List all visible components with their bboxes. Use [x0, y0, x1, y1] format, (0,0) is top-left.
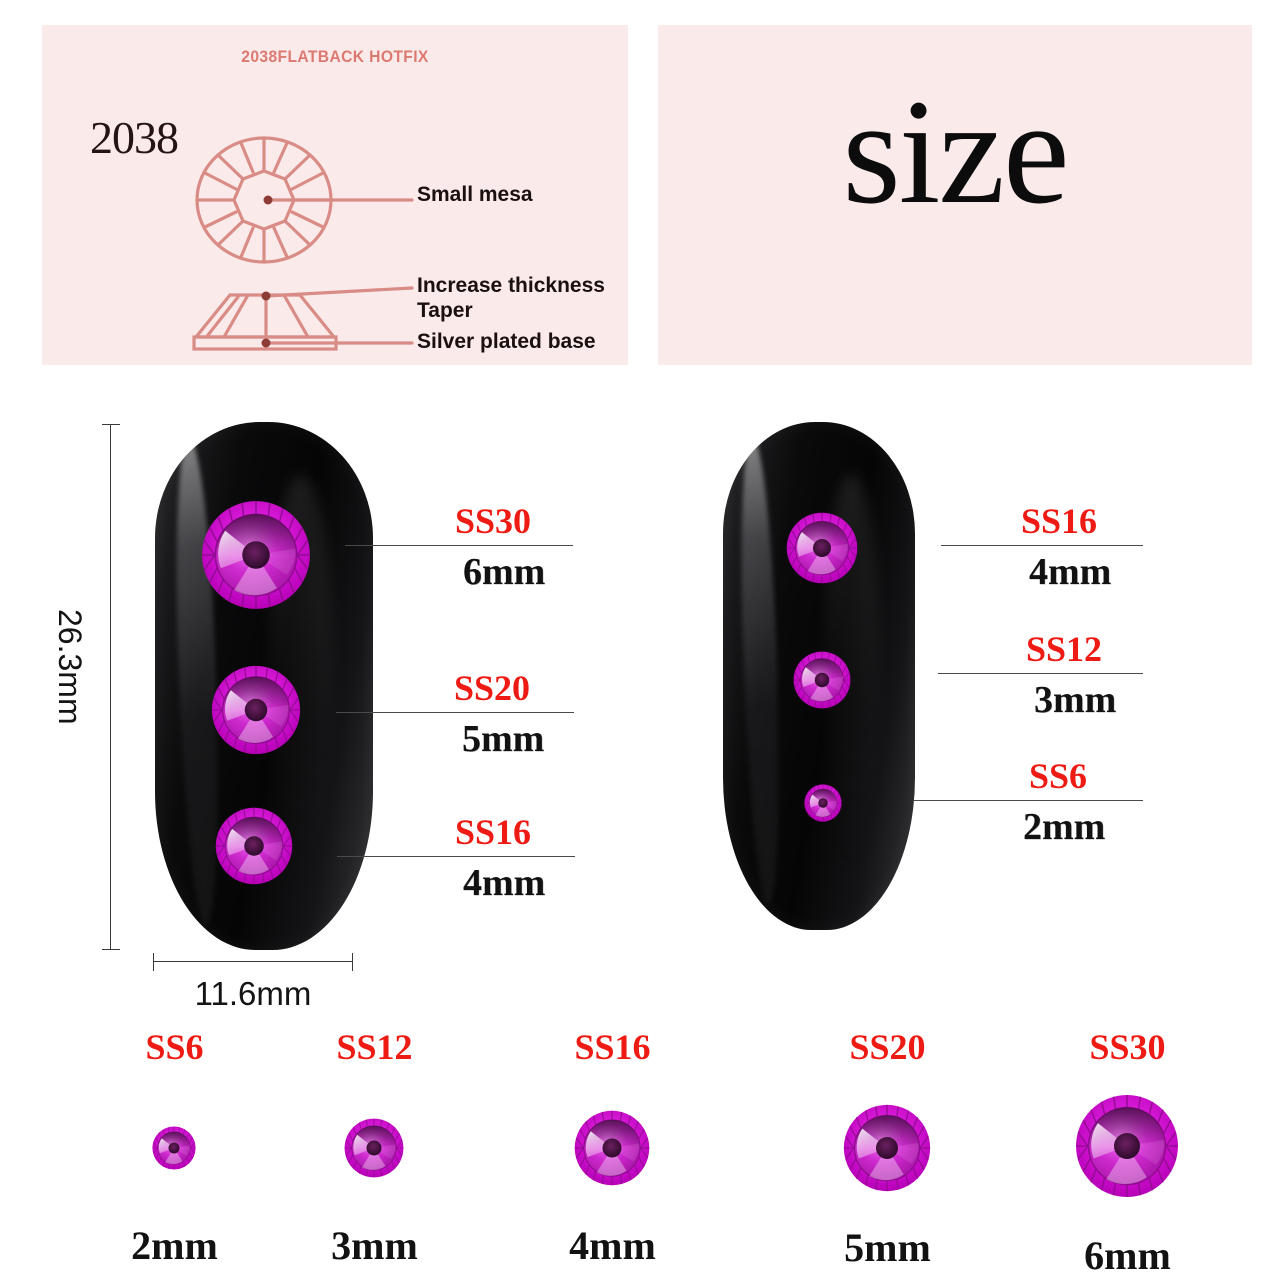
dimension-shaft	[110, 424, 111, 950]
size-swatch-ss12: SS12 3mm	[292, 1026, 457, 1276]
callout-silver-plated-base: Silver plated base	[417, 330, 596, 353]
leader-dot-base	[261, 338, 271, 348]
label-rule	[345, 545, 573, 546]
swatch-size-mm: 2mm	[131, 1223, 218, 1268]
dimension-cap-left	[153, 953, 154, 971]
size-swatch-ss6: SS6 2mm	[92, 1026, 257, 1276]
dimension-cap-right	[352, 953, 353, 971]
swatch-size-code: SS30	[1089, 1027, 1166, 1067]
nail-right-highlight	[735, 436, 785, 906]
nail-right	[723, 422, 915, 930]
gem-left-ss20	[211, 665, 301, 755]
leader-dot-thickness	[261, 291, 271, 301]
swatch-gem	[152, 1126, 196, 1170]
dimension-cap-top	[102, 424, 120, 425]
label-size-code: SS16	[1021, 501, 1098, 541]
label-size-mm: 4mm	[463, 862, 546, 904]
label-rule	[336, 712, 574, 713]
label-size-mm: 4mm	[1029, 551, 1112, 593]
dimension-width-116mm: 11.6mm	[153, 953, 353, 1012]
size-heading: size	[842, 69, 1069, 235]
swatch-gem	[344, 1118, 404, 1178]
label-rule	[913, 800, 1143, 801]
dimension-height-text: 26.3mm	[52, 609, 88, 725]
callout-small-mesa: Small mesa	[417, 183, 533, 206]
swatch-size-mm: 3mm	[331, 1223, 418, 1268]
gem-left-ss16	[215, 807, 293, 885]
callout-increase-thickness: Increase thickness	[417, 274, 605, 297]
label-size-mm: 5mm	[462, 718, 545, 760]
label-rule	[938, 673, 1143, 674]
swatch-gem	[1075, 1094, 1179, 1198]
label-size-mm: 3mm	[1034, 679, 1117, 721]
swatch-size-mm: 5mm	[844, 1225, 931, 1270]
label-size-code: SS6	[1029, 756, 1088, 796]
dimension-height-263mm: 26.3mm	[52, 424, 120, 950]
nail-left	[155, 422, 373, 950]
flatback-diagram	[192, 136, 414, 351]
swatch-gem	[574, 1110, 650, 1186]
swatch-size-mm: 6mm	[1084, 1233, 1171, 1278]
label-rule	[337, 856, 575, 857]
label-rule	[941, 545, 1143, 546]
callout-taper: Taper	[417, 299, 473, 322]
panel-title: 2038FLATBACK HOTFIX	[241, 47, 429, 66]
swatch-size-code: SS16	[574, 1027, 651, 1067]
label-size-code: SS12	[1026, 629, 1103, 669]
swatch-gem	[843, 1104, 931, 1192]
swatch-size-code: SS12	[336, 1027, 413, 1067]
label-size-mm: 6mm	[463, 551, 546, 593]
gem-right-ss12	[793, 651, 851, 709]
swatch-size-code: SS6	[145, 1027, 204, 1067]
gem-right-ss6	[804, 784, 842, 822]
size-swatch-ss20: SS20 5mm	[805, 1026, 970, 1276]
label-size-code: SS20	[454, 668, 531, 708]
gem-right-ss16	[786, 512, 858, 584]
label-size-code: SS16	[455, 812, 532, 852]
dimension-shaft	[153, 961, 353, 962]
leader-dot-mesa	[263, 195, 273, 205]
size-title-panel: size	[658, 25, 1252, 365]
label-size-mm: 2mm	[1023, 806, 1106, 848]
dimension-width-text: 11.6mm	[194, 975, 312, 1012]
gem-left-ss30	[201, 500, 311, 610]
label-size-code: SS30	[455, 501, 532, 541]
size-swatch-ss16: SS16 4mm	[530, 1026, 695, 1276]
product-code-label: 2038	[90, 112, 179, 163]
leader-line-thickness	[264, 286, 414, 298]
swatch-size-code: SS20	[849, 1027, 926, 1067]
size-swatch-ss30: SS30 6mm	[1045, 1026, 1210, 1278]
dimension-cap-bottom	[102, 949, 120, 950]
swatch-size-mm: 4mm	[569, 1223, 656, 1268]
product-diagram-panel: 2038FLATBACK HOTFIX 2038	[42, 25, 628, 365]
